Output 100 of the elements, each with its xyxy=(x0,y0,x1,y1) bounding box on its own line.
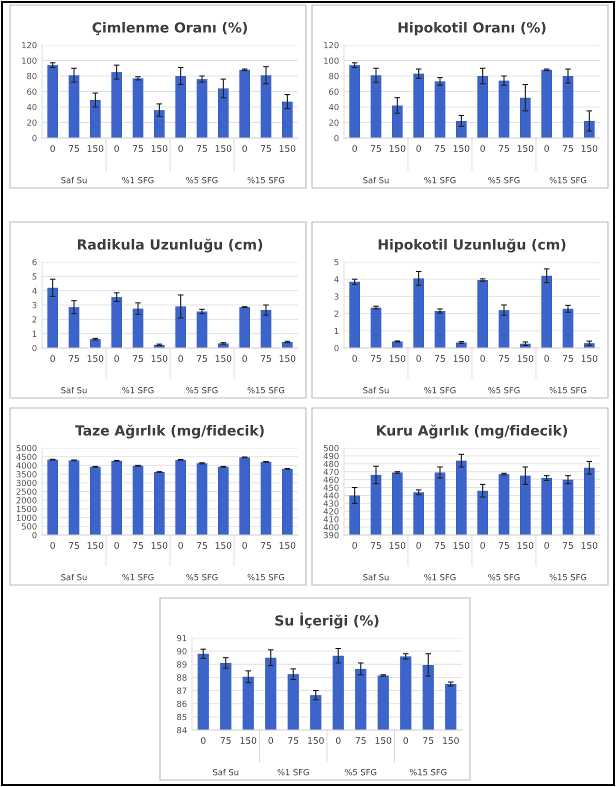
text: %15 SFG xyxy=(550,387,586,394)
x-tick-label: 0 xyxy=(480,355,485,362)
y-tick-label: 410 xyxy=(324,516,339,522)
x-tick-label: 75 xyxy=(434,542,445,549)
x-tick-label: 0 xyxy=(242,542,247,549)
y-tick-label: 120 xyxy=(22,42,37,48)
x-tick-label: 150 xyxy=(88,145,104,152)
x-tick-label: 0 xyxy=(352,542,357,549)
x-tick-label: 75 xyxy=(434,355,445,362)
x-tick-label: 0 xyxy=(242,355,247,362)
x-tick-label: 150 xyxy=(443,737,459,744)
y-tick-label: 0 xyxy=(32,532,37,538)
text: Saf Su xyxy=(61,176,87,184)
y-tick-label: 420 xyxy=(324,508,339,515)
y-tick-label: 470 xyxy=(324,468,339,476)
bar xyxy=(434,81,446,138)
x-tick-label: 75 xyxy=(356,737,366,744)
bar xyxy=(477,76,488,138)
x-tick-label: 0 xyxy=(416,355,421,362)
y-tick-label: 86 xyxy=(177,700,187,707)
y-tick-label: 4 xyxy=(32,288,37,294)
text: Saf Su xyxy=(363,386,389,394)
x-tick-label: 150 xyxy=(216,542,232,549)
text: %15 SFG xyxy=(550,574,586,580)
bar xyxy=(239,307,250,348)
y-tick-label: 5 xyxy=(32,273,36,280)
bar xyxy=(541,70,552,138)
bar xyxy=(132,466,144,535)
y-tick-label: 0 xyxy=(32,134,37,142)
bar xyxy=(47,460,58,535)
x-tick-label: 0 xyxy=(50,542,55,549)
chart-title: Çimlenme Oranı (%) xyxy=(92,22,247,36)
bar xyxy=(154,472,165,535)
y-tick-label: 440 xyxy=(324,492,339,499)
y-tick-label: 4 xyxy=(334,276,339,282)
y-tick-label: 80 xyxy=(329,72,339,80)
bar xyxy=(218,466,229,535)
x-tick-label: 0 xyxy=(403,737,408,744)
x-tick-label: 75 xyxy=(423,737,434,744)
x-tick-label: 0 xyxy=(114,542,119,549)
y-tick-label: 0 xyxy=(32,344,37,352)
bar xyxy=(111,460,122,535)
text: Saf Su xyxy=(363,176,389,184)
text: %1 SFG xyxy=(122,387,154,394)
chart-title: Hipokotil Oranı (%) xyxy=(398,22,546,36)
x-tick-label: 0 xyxy=(268,737,274,744)
bar xyxy=(477,280,488,348)
bar xyxy=(562,76,574,138)
x-tick-label: 0 xyxy=(480,542,485,549)
x-tick-label: 0 xyxy=(416,542,421,549)
y-tick-label: 3 xyxy=(334,293,338,300)
x-tick-label: 0 xyxy=(416,145,421,152)
x-tick-label: 150 xyxy=(376,737,392,744)
x-tick-label: 75 xyxy=(132,145,143,152)
bar xyxy=(260,310,272,348)
x-tick-label: 75 xyxy=(196,355,207,362)
y-tick-label: 84 xyxy=(177,726,187,734)
chart-title: Kuru Ağırlık (mg/fidecik) xyxy=(377,424,568,438)
y-tick-label: 89 xyxy=(177,661,187,668)
bar xyxy=(111,72,122,138)
x-tick-label: 0 xyxy=(352,145,357,152)
y-tick-label: 3500 xyxy=(16,471,37,478)
y-tick-label: 60 xyxy=(329,88,339,95)
y-tick-label: 460 xyxy=(324,476,339,483)
text: %5 SFG xyxy=(186,177,218,184)
bar xyxy=(562,308,574,348)
chart-title: Radikula Uzunluğu (cm) xyxy=(78,238,262,252)
y-tick-label: 4000 xyxy=(16,462,37,469)
x-tick-label: 75 xyxy=(260,542,271,549)
y-tick-label: 0 xyxy=(334,134,339,142)
bar xyxy=(132,308,144,348)
y-tick-label: 500 xyxy=(22,523,37,530)
bar xyxy=(218,88,229,138)
text: %15 SFG xyxy=(410,769,446,776)
y-tick-label: 390 xyxy=(324,532,339,538)
y-tick-label: 87 xyxy=(177,688,186,694)
bar xyxy=(392,105,403,138)
x-tick-label: 150 xyxy=(518,542,534,549)
y-tick-label: 100 xyxy=(324,57,339,64)
text: %1 SFG xyxy=(424,177,456,184)
x-tick-label: 75 xyxy=(196,542,207,549)
x-tick-label: 150 xyxy=(88,355,104,362)
y-tick-label: 6 xyxy=(32,258,37,266)
bar xyxy=(456,120,467,138)
x-tick-label: 75 xyxy=(132,542,143,549)
bar xyxy=(111,297,122,348)
x-tick-label: 75 xyxy=(562,145,573,152)
y-tick-label: 85 xyxy=(177,714,186,720)
x-tick-label: 0 xyxy=(200,737,206,744)
x-tick-label: 150 xyxy=(390,145,406,152)
y-tick-label: 2000 xyxy=(16,497,37,504)
x-tick-label: 75 xyxy=(498,145,509,152)
bar xyxy=(90,339,101,348)
x-tick-label: 150 xyxy=(582,355,598,362)
y-tick-label: 0 xyxy=(334,344,339,352)
y-tick-label: 2 xyxy=(334,310,338,317)
y-tick-label: 120 xyxy=(324,42,339,48)
x-tick-label: 150 xyxy=(308,737,324,744)
x-tick-label: 0 xyxy=(352,355,357,362)
bar xyxy=(498,310,510,348)
